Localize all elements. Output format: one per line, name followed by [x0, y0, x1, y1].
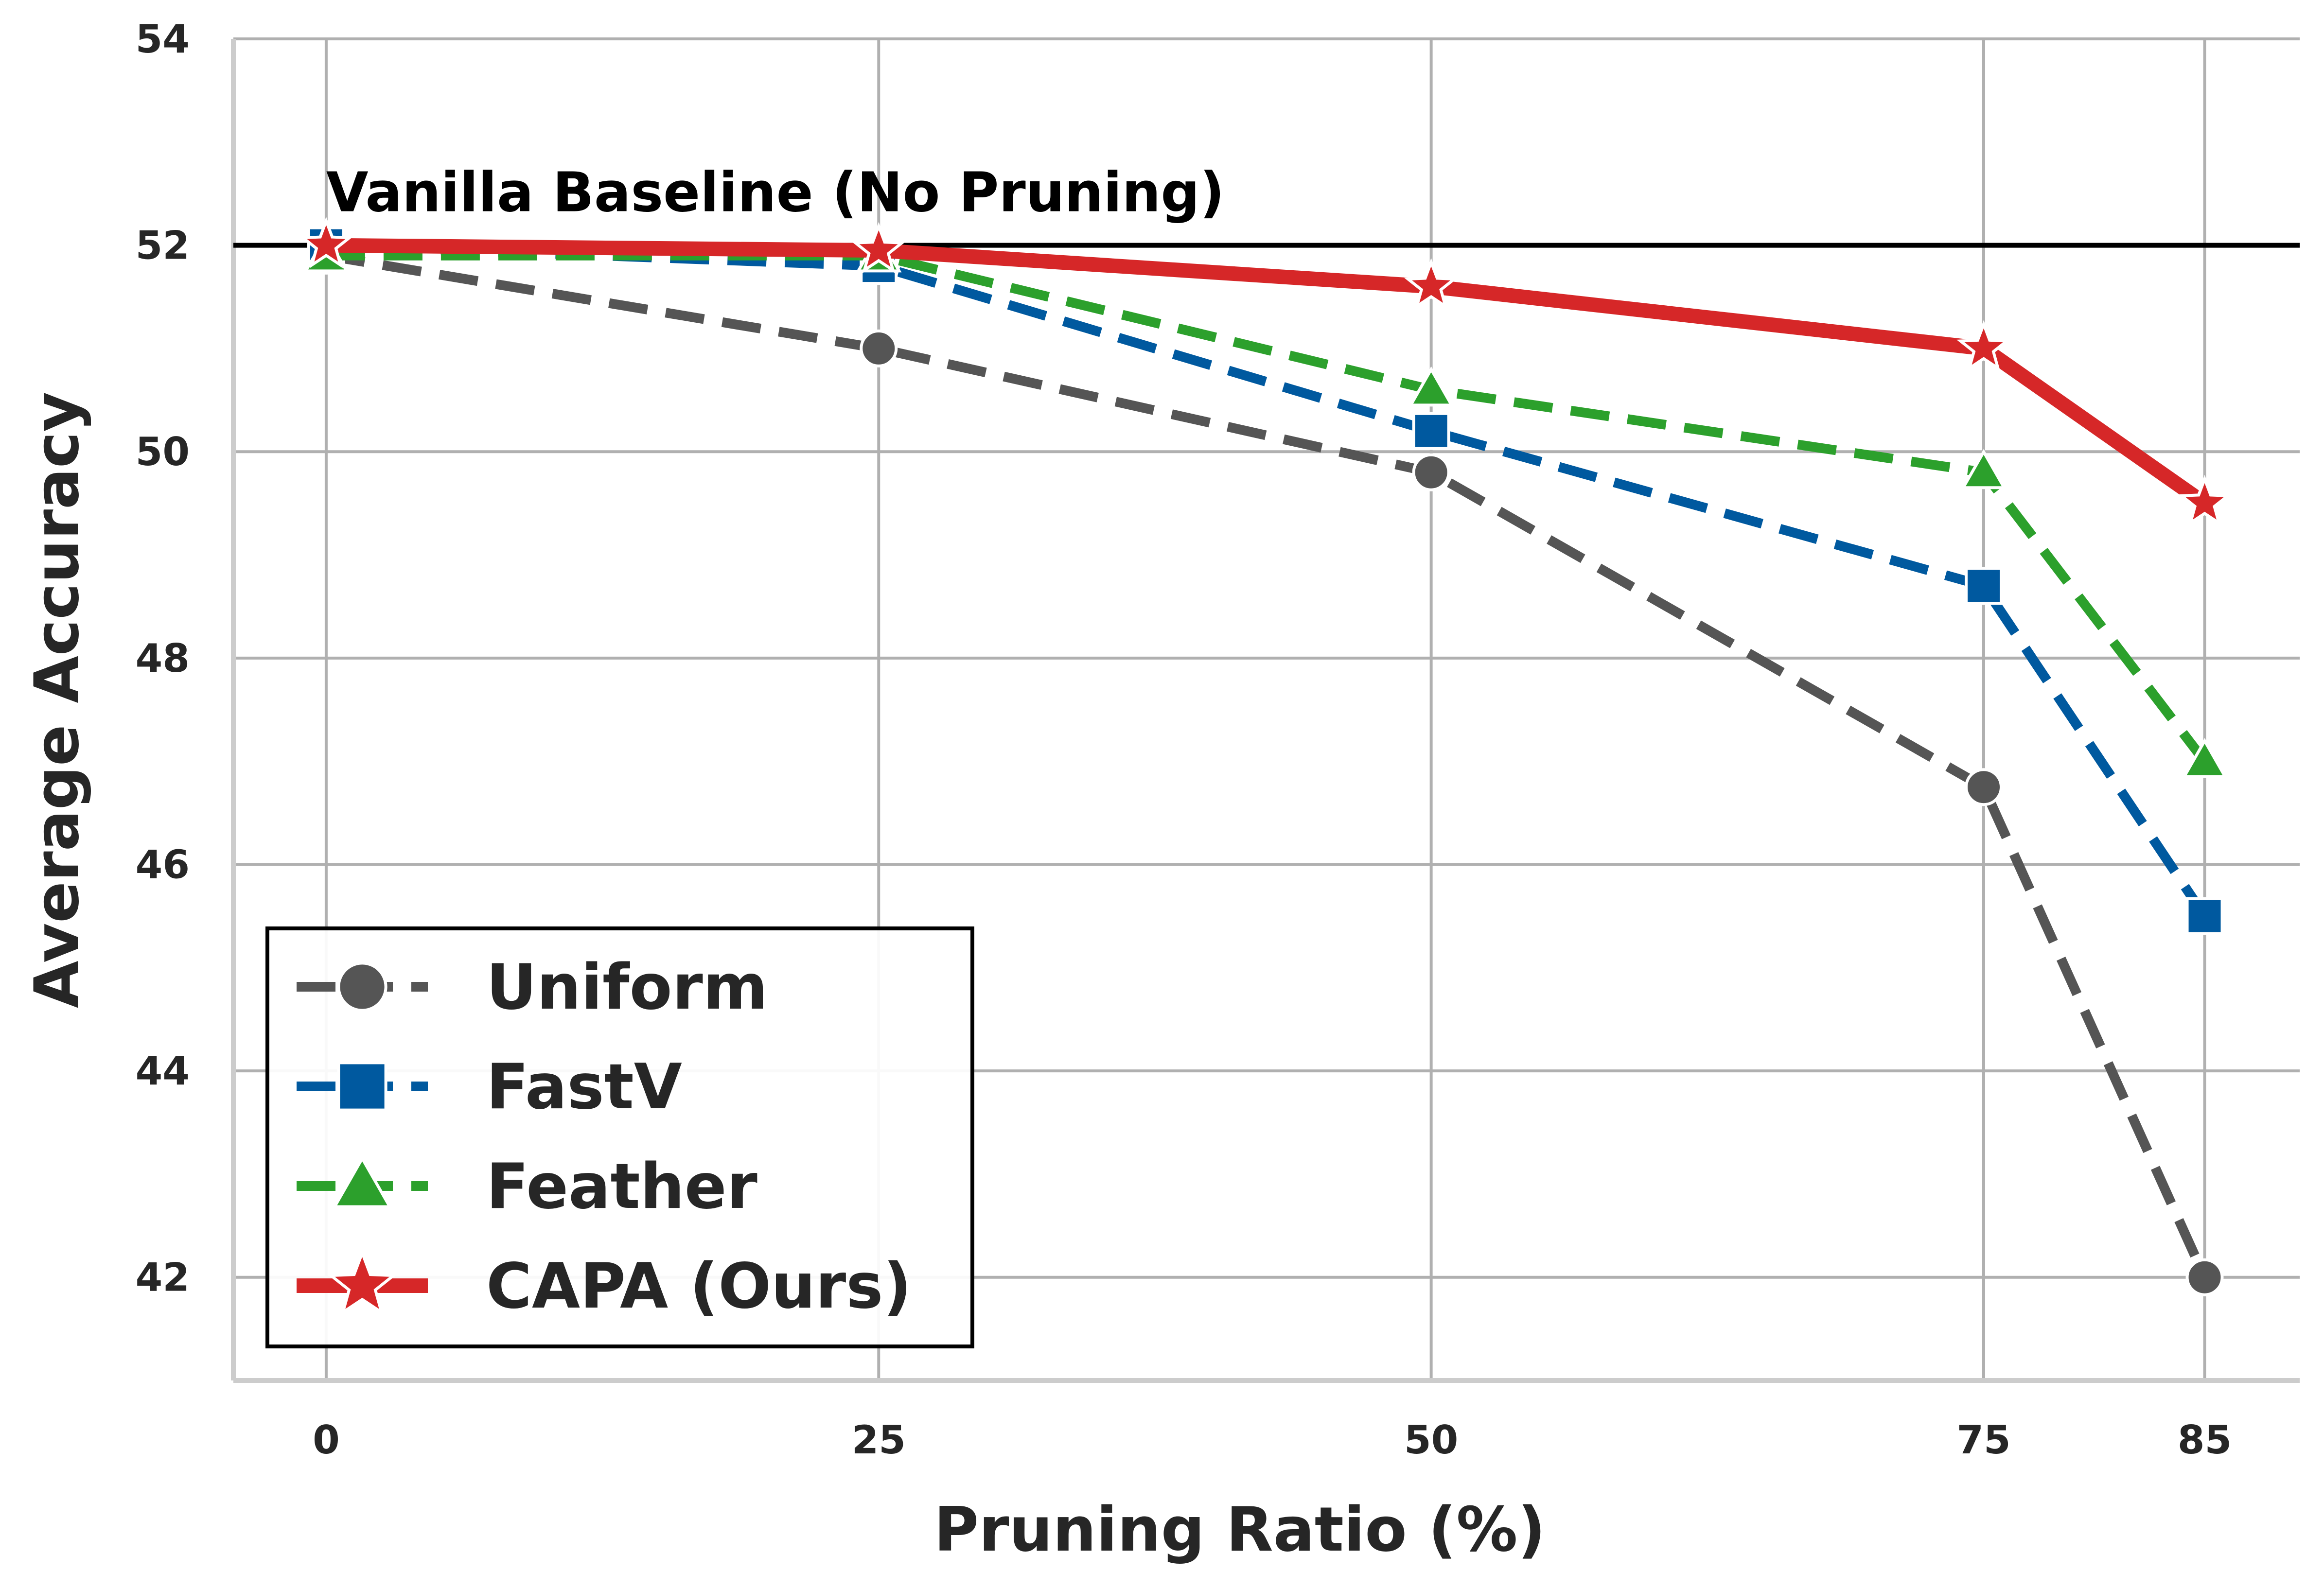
y-axis-label: Average Accuracy: [21, 392, 92, 1008]
data-point-marker: [1412, 412, 1450, 450]
axes: [231, 39, 2300, 1383]
data-point-marker: [1965, 768, 2003, 806]
data-point-marker: [851, 222, 906, 274]
x-tick-label: 0: [313, 1417, 340, 1463]
data-point-marker: [860, 329, 898, 367]
legend: Uniform FastV Feather CAPA (Ours): [265, 926, 974, 1348]
legend-item: Uniform: [297, 951, 768, 1024]
y-tick-label: 54: [136, 17, 190, 62]
data-point-marker: [1408, 366, 1454, 407]
data-point-marker: [2185, 1258, 2224, 1296]
legend-label: Feather: [486, 1151, 757, 1223]
legend-label: CAPA (Ours): [486, 1250, 912, 1323]
y-tick-label: 42: [136, 1255, 190, 1300]
legend-marker: [337, 1061, 387, 1112]
legend-item: CAPA (Ours): [297, 1248, 912, 1323]
data-point-marker: [299, 217, 353, 269]
legend-item: FastV: [297, 1051, 682, 1123]
x-axis-label: Pruning Ratio (%): [934, 1494, 1546, 1565]
x-tick-label: 50: [1404, 1417, 1458, 1463]
y-tick-label: 52: [136, 223, 190, 268]
legend-item: Feather: [297, 1151, 757, 1223]
data-point-marker: [1960, 449, 2007, 489]
y-tick-label: 46: [136, 842, 190, 887]
data-point-marker: [1956, 320, 2011, 372]
data-point-marker: [1965, 567, 2003, 605]
legend-label: FastV: [486, 1051, 682, 1123]
x-tick-label: 25: [852, 1417, 906, 1463]
x-tick-label: 85: [2178, 1417, 2232, 1463]
data-point-marker: [2177, 474, 2232, 526]
data-point-marker: [1404, 258, 1459, 310]
series-group: [299, 217, 2232, 1296]
baseline: Vanilla Baseline (No Pruning): [233, 161, 2300, 248]
series-capa-ours: [299, 217, 2232, 526]
data-point-marker: [2182, 738, 2228, 778]
baseline-label: Vanilla Baseline (No Pruning): [326, 161, 1225, 225]
data-point-marker: [1412, 453, 1450, 491]
data-point-marker: [2185, 897, 2224, 935]
legend-marker: [332, 1155, 392, 1208]
legend-marker: [327, 1248, 398, 1316]
y-tick-label: 48: [136, 636, 190, 681]
legend-marker: [337, 961, 387, 1012]
tick-labels: 0 25 50 75 85 42 44 46 48 50 52 54: [136, 17, 2232, 1463]
x-tick-label: 75: [1956, 1417, 2010, 1463]
y-tick-label: 44: [136, 1048, 190, 1094]
legend-label: Uniform: [486, 951, 768, 1024]
y-tick-label: 50: [136, 429, 190, 474]
